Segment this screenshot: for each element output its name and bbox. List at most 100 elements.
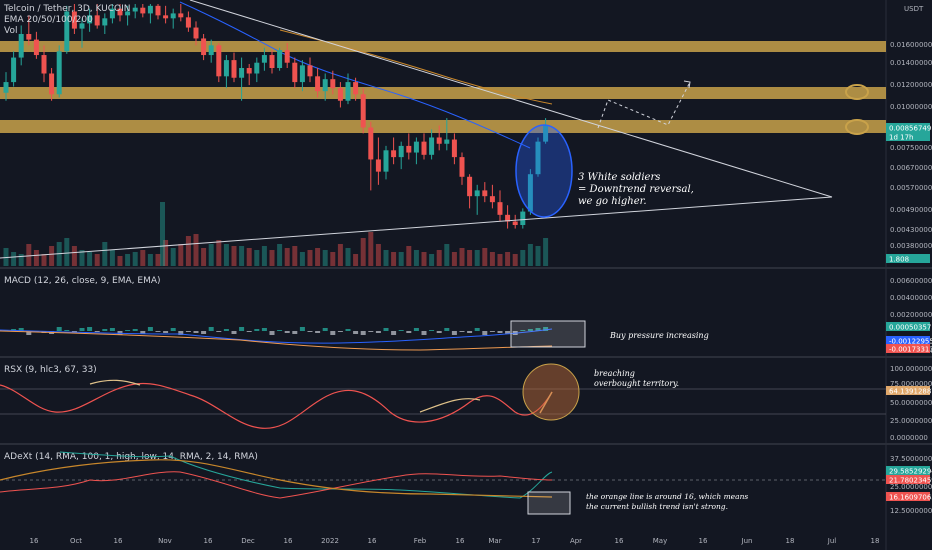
- value-tag-bg: [886, 475, 930, 484]
- macd-highlight-box: [510, 320, 586, 348]
- volume-bar: [71, 246, 77, 266]
- candle-body: [436, 137, 442, 144]
- volume-bar: [277, 244, 283, 266]
- candle-body: [505, 214, 511, 222]
- volume-bar: [79, 250, 85, 266]
- macd-histogram-bar: [277, 330, 283, 331]
- three-soldiers-ellipse: [515, 124, 573, 218]
- volume-bar: [535, 246, 541, 266]
- macd-histogram-bar: [360, 331, 366, 335]
- macd-histogram-bar: [353, 331, 359, 334]
- value-tag: 1.808: [889, 256, 909, 264]
- volume-bar: [216, 240, 222, 266]
- candle-body: [512, 221, 518, 226]
- candle-body: [178, 13, 184, 18]
- macd-pane-title: MACD (12, 26, close, 9, EMA, EMA): [4, 276, 161, 286]
- candle-body: [216, 45, 222, 77]
- volume-bar: [185, 236, 191, 266]
- candle-body: [360, 94, 366, 128]
- candle-body: [18, 34, 24, 58]
- macd-histogram-bar: [261, 328, 267, 331]
- price-axis-tick: 0.00380000: [890, 242, 932, 250]
- volume-bar: [429, 254, 435, 266]
- rsx-axis-tick: 25.0000000: [890, 417, 932, 425]
- candle-body: [474, 190, 480, 197]
- time-axis-tick: 16: [114, 537, 123, 545]
- time-axis-tick: 16: [284, 537, 293, 545]
- price-axis-tick: 0.00490000: [890, 206, 932, 214]
- volume-bar: [3, 248, 9, 266]
- volume-bar: [147, 254, 153, 266]
- value-tag: -0.00173313: [889, 346, 932, 354]
- candle-body: [467, 176, 473, 197]
- macd-histogram-bar: [269, 331, 275, 335]
- value-tag-bg: [886, 254, 930, 263]
- macd-histogram-bar: [18, 328, 24, 331]
- rsx-axis-tick: 0.0000000: [890, 434, 928, 442]
- candle-body: [163, 15, 169, 19]
- candle-body: [231, 60, 237, 78]
- macd-histogram-bar: [216, 331, 222, 332]
- volume-bar: [160, 202, 165, 266]
- volume-bar: [11, 252, 17, 266]
- macd-histogram-bar: [436, 331, 442, 333]
- volume-bar: [497, 254, 503, 266]
- macd-histogram-bar: [109, 328, 115, 331]
- rsx-note-line: breaching: [594, 369, 635, 378]
- candle-body: [102, 18, 108, 26]
- candle-body: [147, 5, 153, 14]
- time-axis-tick: 17: [532, 537, 541, 545]
- candle-body: [3, 82, 9, 93]
- time-axis-tick: 16: [204, 537, 213, 545]
- macd-histogram-bar: [421, 331, 427, 335]
- volume-bar: [18, 254, 24, 266]
- volume-bar: [117, 256, 123, 266]
- volume-bar: [41, 254, 47, 266]
- time-axis-tick: Oct: [70, 537, 82, 545]
- macd-histogram-bar: [429, 330, 435, 331]
- adext-note-line: the orange line is around 16, which mean…: [586, 492, 748, 501]
- adext-orange-line: [0, 459, 553, 498]
- level-marker: [845, 119, 869, 135]
- volume-bar: [315, 248, 321, 266]
- candle-body: [429, 137, 435, 155]
- projection-arrowhead: [683, 80, 691, 89]
- price-axis-tick: 0.01200000: [890, 81, 932, 89]
- price-axis-tick: 0.00430000: [890, 226, 932, 234]
- volume-bar: [451, 252, 457, 266]
- macd-histogram-bar: [284, 331, 290, 333]
- volume-bar: [368, 232, 374, 266]
- volume-bar: [520, 250, 526, 266]
- candle-body: [406, 145, 412, 153]
- volume-bar: [467, 250, 473, 266]
- level-marker: [845, 84, 869, 100]
- value-tag: -0.00122955: [889, 338, 932, 346]
- volume-bar: [170, 248, 176, 266]
- macd-histogram-bar: [345, 329, 351, 331]
- volume-bar: [292, 246, 298, 266]
- volume-bar: [94, 254, 100, 266]
- price-axis-tick: 0.01400000: [890, 59, 932, 67]
- macd-histogram-bar: [391, 331, 397, 335]
- time-axis-tick: 2022: [321, 537, 339, 545]
- candle-body: [520, 211, 526, 226]
- candle-body: [11, 57, 17, 83]
- rsx-axis-tick: 50.0000000: [890, 399, 932, 407]
- macd-histogram-bar: [368, 331, 374, 332]
- candle-body: [527, 174, 533, 212]
- macd-histogram-bar: [94, 331, 100, 332]
- candle-body: [64, 11, 70, 52]
- candle-body: [269, 55, 275, 69]
- volume-bar: [406, 246, 412, 266]
- candle-body: [71, 11, 77, 29]
- volume-bar: [512, 254, 518, 266]
- macd-histogram-bar: [140, 331, 146, 334]
- candle-body: [398, 145, 404, 158]
- volume-bar: [413, 250, 419, 266]
- volume-bar: [26, 244, 32, 266]
- time-axis-tick: Apr: [570, 537, 582, 545]
- candle-body: [223, 60, 229, 77]
- volume-bar: [223, 244, 229, 266]
- macd-histogram-bar: [459, 331, 465, 332]
